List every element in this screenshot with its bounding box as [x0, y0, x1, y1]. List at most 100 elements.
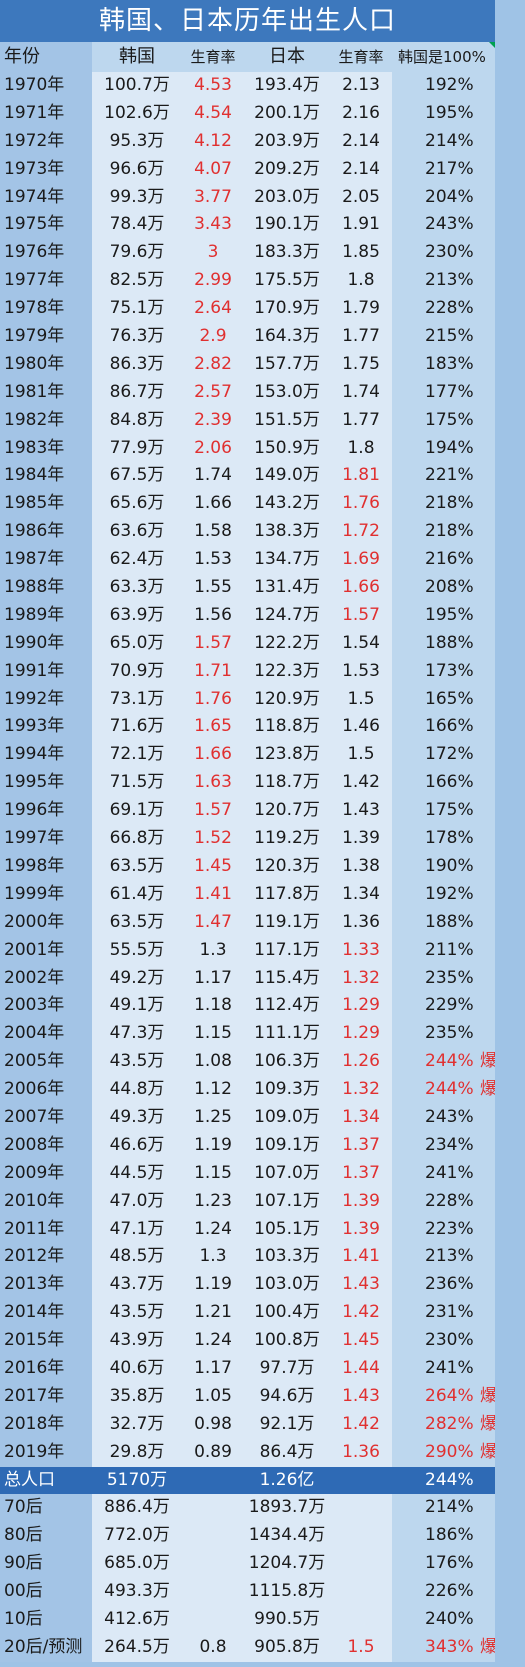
header-year: 年份	[0, 42, 92, 72]
japan-births: 138.3万	[244, 518, 330, 547]
ratio-cell: 175%	[392, 406, 495, 435]
ratio-value: 188%	[425, 911, 474, 932]
ratio-value: 243%	[425, 214, 474, 235]
ratio-cell: 264% 爆	[392, 1382, 495, 1411]
ratio-value: 282%	[425, 1413, 474, 1434]
ratio-value: 216%	[425, 549, 474, 570]
japan-births: 120.7万	[244, 797, 330, 826]
korea-births: 70.9万	[92, 657, 182, 686]
ratio-value: 244%	[425, 1079, 474, 1100]
korea-births: 47.1万	[92, 1215, 182, 1244]
korea-births: 264.5万	[92, 1633, 182, 1662]
korea-fertility	[182, 1605, 244, 1634]
korea-births: 46.6万	[92, 1131, 182, 1160]
japan-fertility	[330, 1578, 392, 1606]
japan-births: 122.2万	[244, 629, 330, 658]
japan-births: 200.1万	[244, 99, 330, 128]
total-row: 总人口 5170万 1.26亿 244%	[0, 1466, 495, 1495]
korea-fertility: 1.19	[182, 1131, 244, 1160]
korea-births: 47.3万	[92, 1020, 182, 1049]
total-korea-fertility	[182, 1466, 244, 1495]
ratio-cell: 241%	[392, 1354, 495, 1383]
ratio-value: 231%	[425, 1302, 474, 1323]
korea-fertility: 1.56	[182, 601, 244, 630]
korea-births: 43.7万	[92, 1271, 182, 1300]
row-label: 2001年	[0, 936, 92, 965]
row-label: 1974年	[0, 183, 92, 212]
ratio-cell: 235%	[392, 964, 495, 993]
japan-fertility	[330, 1494, 392, 1523]
korea-births: 48.5万	[92, 1243, 182, 1272]
table-row: 2008年 46.6万 1.19 109.1万 1.37 234%	[0, 1131, 495, 1160]
korea-births: 685.0万	[92, 1550, 182, 1579]
japan-births: 120.9万	[244, 685, 330, 714]
cell-comment-marker-icon	[489, 42, 495, 48]
table-row: 80后 772.0万 1434.4万 186%	[0, 1522, 495, 1551]
japan-births: 97.7万	[244, 1354, 330, 1383]
row-label: 90后	[0, 1550, 92, 1579]
row-label: 1999年	[0, 880, 92, 909]
japan-fertility: 1.45	[330, 1327, 392, 1355]
ratio-cell: 223%	[392, 1215, 495, 1244]
korea-fertility: 1.23	[182, 1187, 244, 1216]
korea-fertility: 1.55	[182, 574, 244, 602]
korea-births: 43.9万	[92, 1327, 182, 1355]
korea-fertility: 1.24	[182, 1215, 244, 1244]
ratio-value: 195%	[425, 102, 474, 123]
row-label: 1970年	[0, 72, 92, 100]
ratio-cell: 218%	[392, 490, 495, 519]
korea-births: 100.7万	[92, 72, 182, 100]
korea-births: 63.3万	[92, 574, 182, 602]
table-row: 2006年 44.8万 1.12 109.3万 1.32 244% 爆	[0, 1076, 495, 1104]
korea-fertility: 1.52	[182, 825, 244, 853]
korea-fertility: 1.66	[182, 490, 244, 519]
ratio-value: 221%	[425, 465, 474, 486]
korea-births: 84.8万	[92, 406, 182, 435]
table-row: 1986年 63.6万 1.58 138.3万 1.72 218%	[0, 518, 495, 547]
ratio-cell: 215%	[392, 323, 495, 351]
row-label: 1979年	[0, 323, 92, 351]
row-label: 2015年	[0, 1327, 92, 1355]
row-label: 2007年	[0, 1103, 92, 1132]
ratio-value: 240%	[425, 1608, 474, 1629]
japan-fertility: 1.85	[330, 239, 392, 268]
row-label: 2012年	[0, 1243, 92, 1272]
korea-fertility: 1.05	[182, 1382, 244, 1411]
table-row: 1992年 73.1万 1.76 120.9万 1.5 165%	[0, 685, 495, 714]
row-label: 2016年	[0, 1354, 92, 1383]
japan-births: 106.3万	[244, 1048, 330, 1077]
row-label: 1980年	[0, 350, 92, 379]
birth-population-table: 韩国、日本历年出生人口 年份 韩国 生育率 日本 生育率 韩国是100% 197…	[0, 0, 495, 1662]
table-row: 2003年 49.1万 1.18 112.4万 1.29 229%	[0, 992, 495, 1021]
korea-births: 78.4万	[92, 211, 182, 240]
table-title: 韩国、日本历年出生人口	[0, 0, 495, 42]
table-row: 2013年 43.7万 1.19 103.0万 1.43 236%	[0, 1271, 495, 1300]
ratio-value: 234%	[425, 1134, 474, 1155]
korea-births: 67.5万	[92, 462, 182, 491]
korea-fertility: 1.12	[182, 1076, 244, 1104]
row-label: 1981年	[0, 378, 92, 407]
header-korea: 韩国	[92, 42, 182, 72]
row-label: 1975年	[0, 211, 92, 240]
korea-births: 47.0万	[92, 1187, 182, 1216]
korea-fertility: 1.15	[182, 1159, 244, 1188]
table-row: 2011年 47.1万 1.24 105.1万 1.39 223%	[0, 1215, 495, 1244]
korea-fertility: 1.63	[182, 769, 244, 798]
korea-fertility: 1.19	[182, 1271, 244, 1300]
japan-births: 1204.7万	[244, 1550, 330, 1579]
korea-fertility: 1.57	[182, 629, 244, 658]
japan-births: 100.4万	[244, 1299, 330, 1328]
japan-births: 109.3万	[244, 1076, 330, 1104]
japan-fertility: 1.29	[330, 1020, 392, 1049]
korea-fertility: 1.76	[182, 685, 244, 714]
ratio-value: 343%	[425, 1636, 474, 1657]
korea-fertility	[182, 1494, 244, 1523]
boom-mark: 爆	[480, 1636, 495, 1657]
row-label: 2017年	[0, 1382, 92, 1411]
korea-births: 49.1万	[92, 992, 182, 1021]
ratio-value: 166%	[425, 772, 474, 793]
ratio-value: 211%	[425, 939, 474, 960]
table-row: 1970年 100.7万 4.53 193.4万 2.13 192%	[0, 72, 495, 100]
ratio-cell: 208%	[392, 574, 495, 602]
korea-fertility: 1.21	[182, 1299, 244, 1328]
